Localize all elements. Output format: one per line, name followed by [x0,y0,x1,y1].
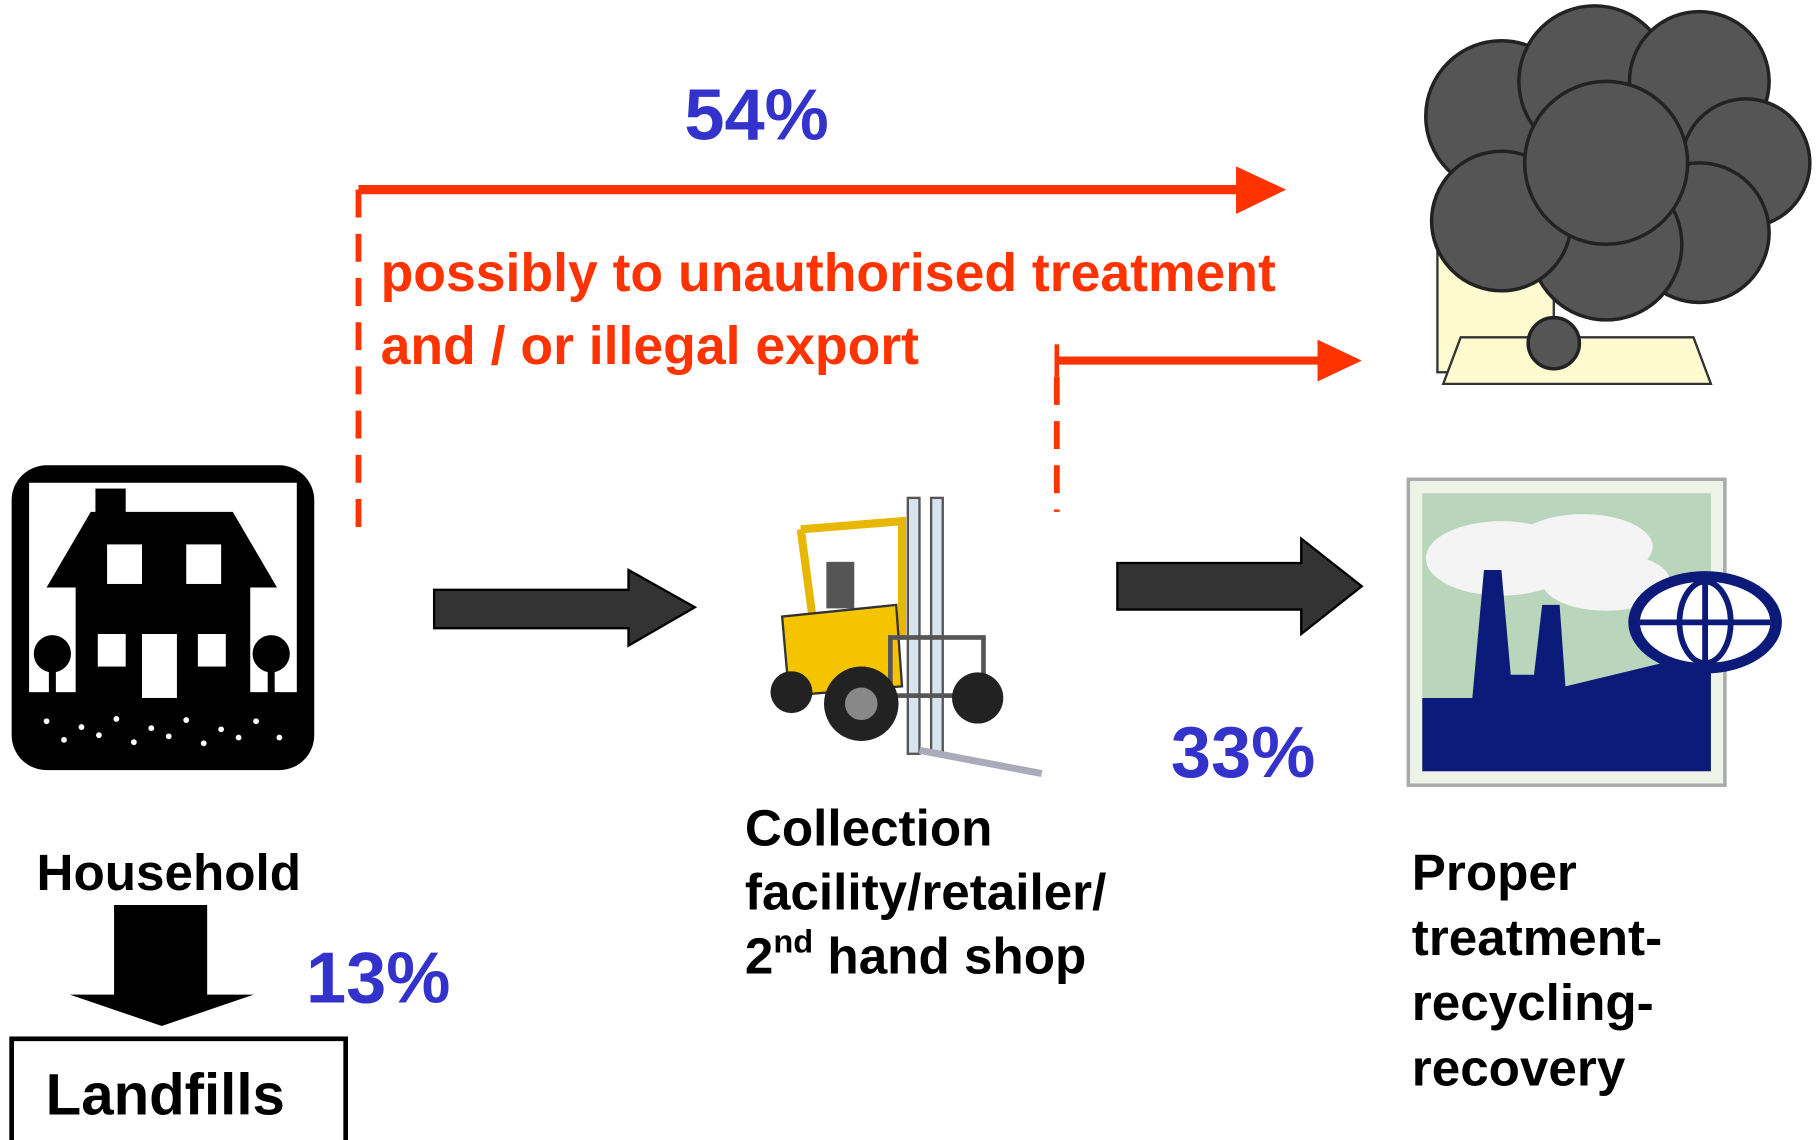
smoke-cloud-icon [1424,4,1812,386]
arrow-to-proper [1116,536,1364,637]
illegal-flow-arrows [355,166,1362,541]
collection-line: Collection [745,800,992,857]
household-label: Household [36,844,301,901]
superscript: nd [773,924,813,960]
percent-54: 54% [684,76,828,156]
proper-line: recovery [1412,1039,1626,1096]
text: hand shop [813,928,1086,985]
collection-line: 2nd hand shop [745,924,1086,985]
arrow-to-collection [432,568,698,648]
note-line: and / or illegal export [381,317,920,376]
collection-line: facility/retailer/ [745,864,1106,921]
proper-line: recycling- [1412,974,1654,1031]
percent-13: 13% [306,939,450,1019]
forklift-icon [770,496,1043,777]
proper-line: Proper [1412,844,1577,901]
percent-33: 33% [1171,713,1315,793]
arrow-to-landfill [69,905,254,1026]
text: 2 [745,928,773,985]
landfills-box [9,1036,349,1140]
proper-line: treatment- [1412,909,1662,966]
house-icon [11,465,315,771]
landfills-label: Landfills [46,1062,285,1127]
factory-icon [1406,477,1782,787]
note-line: possibly to unauthorised treatment [381,244,1276,303]
